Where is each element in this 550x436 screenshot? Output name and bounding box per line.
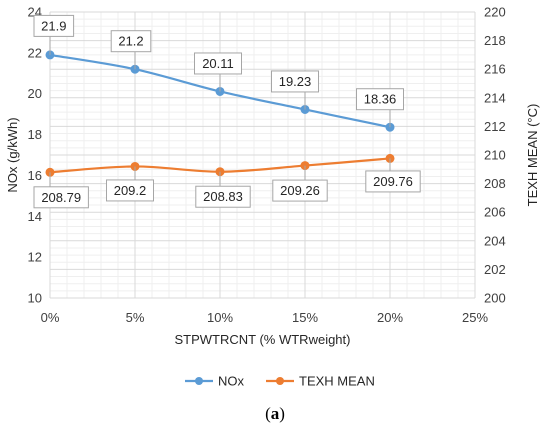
y-right-tick-label: 218 — [484, 33, 506, 48]
legend-marker-texh-mean — [276, 377, 284, 385]
data-label-nox: 20.11 — [194, 52, 242, 92]
data-label-box — [194, 52, 242, 75]
x-tick-label: 10% — [207, 310, 233, 325]
y-right-tick-label: 212 — [484, 119, 506, 134]
y-right-tick-label: 208 — [484, 176, 506, 191]
caption-close: ) — [279, 404, 285, 423]
data-label-box — [271, 70, 319, 93]
grid — [49, 11, 476, 299]
x-axis-title: STPWTRCNT (% WTRweight) — [175, 332, 351, 347]
y-right-tick-label: 200 — [484, 291, 506, 306]
data-label-nox: 18.36 — [356, 88, 404, 128]
data-label-value: 209.26 — [280, 183, 320, 198]
y-right-tick-label: 210 — [484, 148, 506, 163]
y-left-tick-label: 22 — [28, 45, 42, 60]
data-label-box — [272, 179, 328, 202]
figure-caption: (a) — [0, 404, 550, 424]
legend-label-texh-mean: TEXH MEAN — [299, 374, 375, 389]
data-label-texh-mean: 208.79 — [33, 172, 89, 209]
y-left-axis-title: NOx (g/kWh) — [5, 117, 20, 192]
data-label-value: 208.79 — [41, 190, 81, 205]
y-right-tick-label: 220 — [484, 5, 506, 20]
x-tick-label: 5% — [126, 310, 145, 325]
y-left-tick-label: 10 — [28, 291, 42, 306]
x-tick-label: 20% — [377, 310, 403, 325]
y-left-tick-label: 18 — [28, 127, 42, 142]
x-tick-label: 25% — [462, 310, 488, 325]
data-label-nox: 21.2 — [110, 30, 152, 70]
data-labels: 21.9 21.2 20.11 19.23 18.36 208.79 209.2 208.83… — [33, 14, 421, 209]
legend-item-nox: NOx — [185, 374, 245, 389]
x-tick-label: 0% — [41, 310, 60, 325]
data-label-box — [33, 14, 75, 37]
y-right-axis-title: TEXH MEAN (°C) — [525, 104, 540, 207]
legend-item-texh-mean: TEXH MEAN — [266, 374, 375, 389]
data-label-value: 19.23 — [279, 74, 312, 89]
y-left-tick-label: 20 — [28, 86, 42, 101]
y-right-tick-label: 216 — [484, 62, 506, 77]
data-label-value: 208.83 — [203, 189, 243, 204]
y-left-tick-label: 12 — [28, 250, 42, 265]
data-label-texh-mean: 209.2 — [106, 166, 154, 202]
data-label-box — [356, 88, 404, 111]
data-label-value: 209.2 — [114, 183, 147, 198]
data-label-nox: 21.9 — [33, 14, 75, 55]
y-left-tick-label: 14 — [28, 209, 42, 224]
y-right-tick-label: 204 — [484, 233, 506, 248]
data-label-value: 21.2 — [118, 34, 143, 49]
y-right-tick-label: 206 — [484, 205, 506, 220]
axes: 1012141618202224200202204206208210212214… — [5, 5, 540, 348]
data-label-texh-mean: 208.83 — [195, 171, 251, 208]
data-label-value: 18.36 — [364, 92, 397, 107]
data-label-box — [33, 186, 89, 209]
data-label-value: 209.76 — [373, 174, 413, 189]
legend: NOx TEXH MEAN — [185, 374, 375, 389]
legend-marker-nox — [195, 377, 203, 385]
y-left-tick-label: 16 — [28, 168, 42, 183]
data-label-box — [106, 179, 154, 202]
data-label-texh-mean: 209.76 — [365, 158, 421, 193]
y-right-tick-label: 202 — [484, 262, 506, 277]
data-label-box — [195, 185, 251, 208]
data-label-value: 20.11 — [202, 56, 234, 71]
data-label-nox: 19.23 — [271, 70, 319, 110]
x-tick-label: 15% — [292, 310, 318, 325]
data-label-texh-mean: 209.26 — [272, 165, 328, 202]
caption-open: ( — [265, 404, 271, 423]
caption-letter: a — [270, 404, 280, 423]
data-label-value: 21.9 — [41, 18, 66, 33]
legend-label-nox: NOx — [218, 374, 245, 389]
data-label-box — [365, 170, 421, 193]
y-right-tick-label: 214 — [484, 90, 506, 105]
data-label-box — [110, 30, 152, 53]
